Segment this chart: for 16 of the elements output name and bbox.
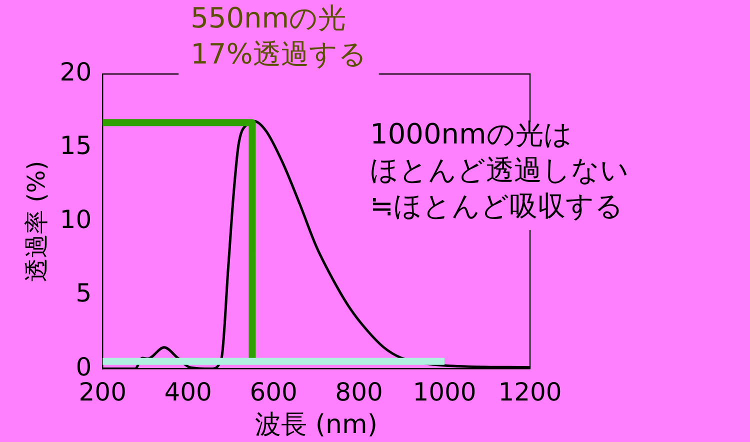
annotation: ほとんど透過しない (370, 153, 629, 186)
x-axis-title: 波長 (nm) (255, 410, 378, 440)
x-tick-label: 1200 (498, 377, 562, 406)
x-tick-label: 400 (164, 377, 212, 406)
y-tick-label: 10 (60, 204, 92, 234)
y-tick-label: 5 (76, 278, 92, 308)
x-tick-label: 800 (335, 377, 383, 406)
text: 17%透過する (190, 37, 367, 70)
y-tick-label: 20 (60, 58, 92, 86)
annotation: 1000nmの光は (370, 117, 572, 150)
annotation: ≒ほとんど吸収する (370, 189, 624, 222)
y-tick-label: 15 (60, 131, 92, 160)
y-axis-title: 透過率 (%) (22, 160, 51, 282)
x-tick-label: 600 (250, 377, 298, 406)
text: 550nmの光 (190, 1, 346, 34)
x-tick-label: 1000 (412, 377, 476, 406)
